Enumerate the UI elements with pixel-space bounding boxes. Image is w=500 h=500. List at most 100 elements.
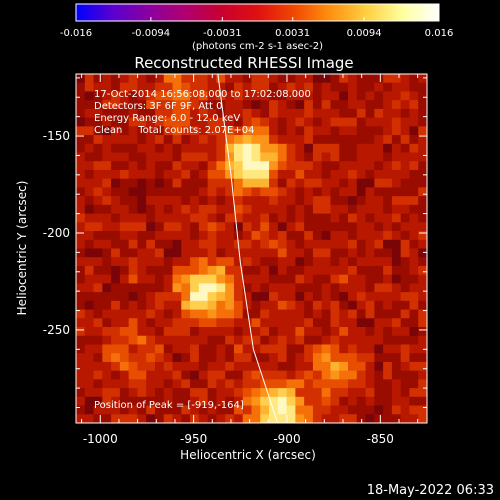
- heatmap-cell: [391, 396, 402, 407]
- heatmap-cell: [356, 248, 367, 258]
- heatmap-cell: [286, 222, 296, 232]
- info-detectors: Detectors: 3F 6F 9F, Att 0: [94, 101, 222, 112]
- heatmap-cell: [146, 143, 156, 154]
- heatmap-cell: [330, 388, 340, 398]
- heatmap-cell: [356, 300, 367, 311]
- heatmap-cell: [339, 309, 349, 319]
- heatmap-cell: [207, 405, 218, 415]
- heatmap-cell: [146, 414, 156, 423]
- heatmap-cell: [198, 292, 209, 302]
- heatmap-cell: [304, 405, 314, 415]
- heatmap-cell: [172, 187, 182, 197]
- heatmap-cell: [181, 178, 191, 189]
- heatmap-cell: [304, 239, 314, 250]
- heatmap-cell: [321, 318, 332, 328]
- heatmap-cell: [233, 283, 244, 293]
- heatmap-cell: [137, 239, 147, 250]
- heatmap-cell: [295, 213, 305, 223]
- heatmap-cell: [260, 196, 270, 206]
- heatmap-cell: [233, 309, 244, 319]
- heatmap-cell: [111, 265, 121, 276]
- heatmap-cell: [321, 257, 332, 267]
- heatmap-cell: [269, 327, 279, 337]
- heatmap-cell: [348, 405, 358, 415]
- heatmap-cell: [409, 335, 419, 346]
- heatmap-cell: [198, 82, 209, 93]
- heatmap-cell: [242, 327, 253, 337]
- heatmap-cell: [146, 257, 156, 267]
- heatmap-cell: [216, 204, 226, 215]
- heatmap-cell: [102, 91, 112, 101]
- heatmap-cell: [102, 117, 112, 127]
- heatmap-cell: [242, 204, 253, 215]
- heatmap-cell: [207, 161, 218, 171]
- heatmap-cell: [374, 370, 384, 380]
- heatmap-cell: [374, 213, 384, 223]
- heatmap-cell: [348, 204, 358, 215]
- heatmap-cell: [163, 388, 174, 398]
- heatmap-cell: [102, 370, 112, 380]
- heatmap-cell: [400, 274, 411, 284]
- heatmap-cell: [163, 126, 174, 136]
- heatmap-cell: [251, 152, 261, 162]
- heatmap-cell: [383, 300, 393, 311]
- heatmap-cell: [233, 187, 244, 197]
- heatmap-cell: [321, 274, 332, 284]
- heatmap-cell: [76, 91, 86, 101]
- heatmap-cell: [84, 196, 95, 206]
- heatmap-cell: [111, 300, 121, 311]
- heatmap-cell: [295, 353, 305, 363]
- heatmap-cell: [409, 108, 419, 119]
- heatmap-cell: [137, 117, 147, 127]
- heatmap-cell: [365, 379, 375, 389]
- heatmap-cell: [93, 204, 103, 215]
- heatmap-cell: [251, 108, 261, 119]
- heatmap-cell: [154, 309, 165, 319]
- heatmap-cell: [233, 414, 244, 423]
- heatmap-cell: [251, 213, 261, 223]
- heatmap-cell: [295, 222, 305, 232]
- heatmap-cell: [233, 257, 244, 267]
- heatmap-cell: [321, 74, 332, 84]
- heatmap-cell: [102, 248, 112, 258]
- heatmap-cell: [312, 257, 323, 267]
- heatmap-cell: [251, 222, 261, 232]
- heatmap-cell: [93, 361, 103, 372]
- heatmap-cell: [251, 283, 261, 293]
- heatmap-cell: [190, 169, 200, 180]
- heatmap-cell: [269, 213, 279, 223]
- heatmap-cell: [84, 257, 95, 267]
- heatmap-cell: [93, 300, 103, 311]
- heatmap-cell: [251, 231, 261, 241]
- heatmap-cell: [260, 100, 270, 110]
- heatmap-cell: [330, 309, 340, 319]
- heatmap-cell: [216, 300, 226, 311]
- heatmap-cell: [163, 309, 174, 319]
- heatmap-cell: [128, 265, 139, 276]
- heatmap-cell: [277, 169, 288, 180]
- heatmap-cell: [233, 318, 244, 328]
- heatmap-cell: [383, 388, 393, 398]
- heatmap-cell: [374, 379, 384, 389]
- heatmap-cell: [391, 300, 402, 311]
- heatmap-cell: [128, 231, 139, 241]
- heatmap-cell: [277, 152, 288, 162]
- heatmap-cell: [260, 274, 270, 284]
- heatmap-cell: [128, 100, 139, 110]
- heatmap-cell: [365, 283, 375, 293]
- heatmap-cell: [198, 126, 209, 136]
- heatmap-cell: [418, 388, 427, 398]
- heatmap-cell: [198, 161, 209, 171]
- heatmap-cell: [119, 231, 130, 241]
- heatmap-cell: [312, 74, 323, 84]
- heatmap-cell: [339, 108, 349, 119]
- heatmap-cell: [119, 370, 130, 380]
- heatmap-cell: [269, 309, 279, 319]
- heatmap-cell: [181, 231, 191, 241]
- heatmap-cell: [321, 300, 332, 311]
- heatmap-cell: [295, 126, 305, 136]
- heatmap-cell: [128, 161, 139, 171]
- heatmap-cell: [119, 283, 130, 293]
- heatmap-cell: [321, 196, 332, 206]
- heatmap-cell: [260, 117, 270, 127]
